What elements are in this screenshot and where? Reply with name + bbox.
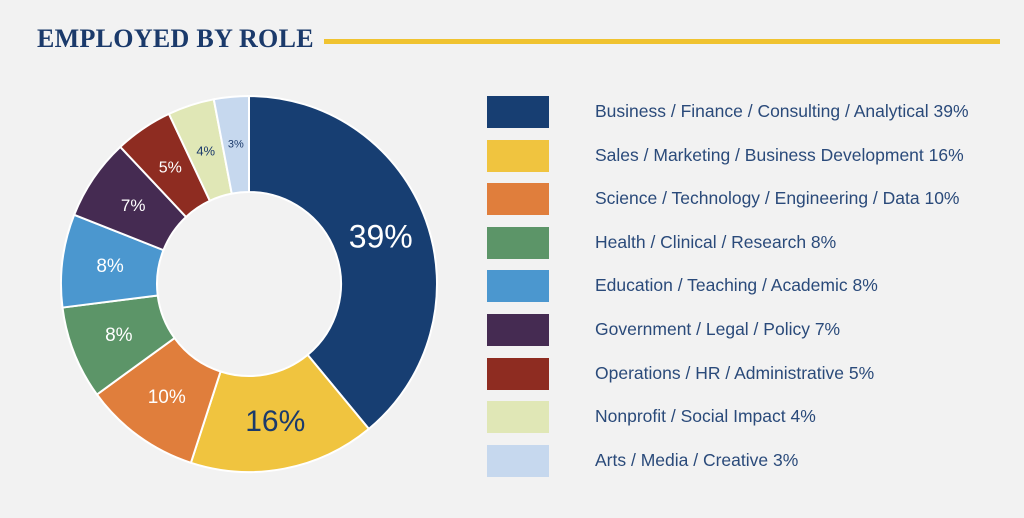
slice-label-1: 39%	[349, 219, 413, 255]
slice-label-2: 16%	[245, 405, 305, 438]
title-divider	[324, 39, 1000, 44]
slice-label-5: 8%	[96, 256, 124, 277]
donut-slice-1	[248, 94, 438, 431]
legend-label: Operations / HR / Administrative 5%	[595, 362, 875, 383]
slice-label-6: 7%	[121, 196, 146, 215]
legend-swatch	[487, 183, 549, 216]
legend-label: Sales / Marketing / Business Development…	[595, 144, 964, 165]
slice-label-8: 4%	[196, 143, 215, 158]
legend-label: Nonprofit / Social Impact 4%	[595, 406, 816, 427]
page-title: EMPLOYED BY ROLE	[37, 24, 314, 53]
legend-label: Arts / Media / Creative 3%	[595, 449, 799, 470]
legend-label: Science / Technology / Engineering / Dat…	[595, 188, 960, 209]
legend-swatch	[487, 357, 549, 390]
donut-slice-2	[189, 353, 371, 473]
slice-label-3: 10%	[148, 387, 186, 408]
legend-swatch	[487, 313, 549, 346]
legend-label: Health / Clinical / Research 8%	[595, 231, 837, 252]
legend-swatch	[487, 401, 549, 434]
legend-swatch	[487, 270, 549, 303]
legend-swatch	[487, 139, 549, 172]
legend-swatch	[487, 226, 549, 259]
legend-label: Education / Teaching / Academic 8%	[595, 275, 878, 296]
legend-label: Government / Legal / Policy 7%	[595, 318, 841, 339]
legend-swatch	[487, 96, 549, 128]
donut-chart: 39% 16% 10% 8% 8% 7% 5% 4% 3%	[60, 94, 438, 473]
slice-label-9: 3%	[228, 139, 244, 151]
donut-slice-9	[212, 94, 250, 195]
slice-label-7: 5%	[159, 160, 182, 177]
legend-label: Business / Finance / Consulting / Analyt…	[595, 101, 969, 121]
legend-swatch	[487, 444, 549, 477]
slice-label-4: 8%	[105, 325, 133, 346]
